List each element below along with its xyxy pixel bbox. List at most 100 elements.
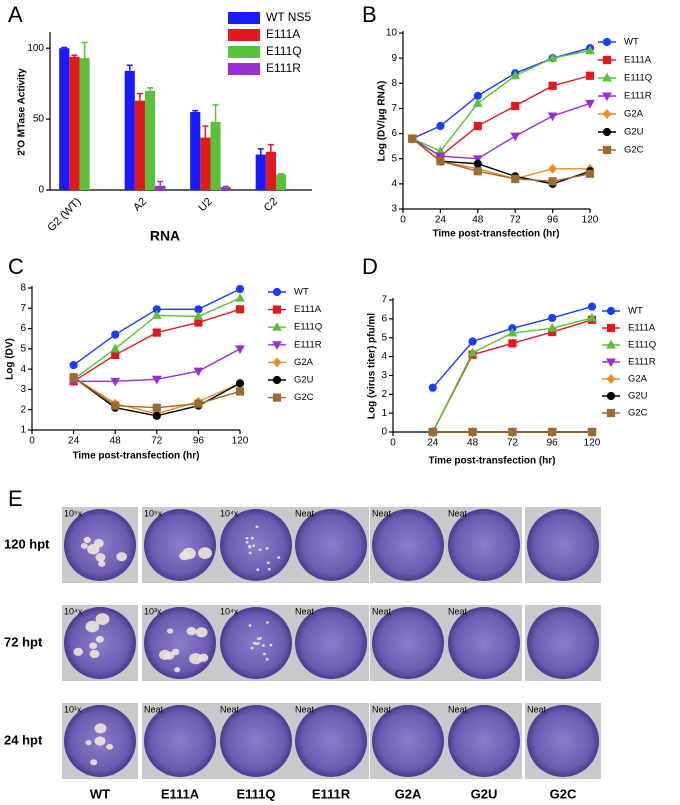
- plaque: [89, 642, 98, 650]
- y-tick-label: 3: [20, 384, 26, 395]
- legend-label: E111A: [294, 304, 322, 315]
- plaque: [256, 568, 260, 571]
- y-tick-label: 6: [381, 313, 387, 324]
- plaque: [95, 635, 104, 643]
- plaque: [262, 652, 266, 656]
- y-axis-title: Log (virus titer) pfu/ml: [367, 313, 378, 419]
- plaque: [164, 651, 175, 660]
- well: [527, 509, 599, 581]
- well: [144, 705, 216, 777]
- x-tick-label: 96: [547, 438, 559, 449]
- dilution-label: Neat: [372, 606, 392, 616]
- marker: [151, 310, 162, 319]
- row-label: 120 hpt: [4, 536, 50, 551]
- marker: [110, 343, 121, 353]
- marker: [152, 411, 161, 420]
- x-axis-title: Time post-transfection (hr): [428, 456, 555, 467]
- marker: [473, 121, 482, 131]
- dilution-label: Neat: [527, 704, 547, 714]
- plaque: [250, 536, 254, 540]
- legend-label: G2U: [624, 127, 644, 138]
- plaque: [255, 525, 259, 529]
- marker: [194, 318, 203, 327]
- marker: [606, 408, 616, 418]
- dilution-label: Neat: [295, 508, 315, 518]
- bar: [220, 187, 231, 190]
- legend-label: G2A: [624, 109, 644, 120]
- bar: [59, 48, 70, 190]
- x-tick-label: 48: [472, 215, 484, 226]
- marker: [235, 284, 245, 294]
- marker: [587, 302, 597, 311]
- well: [220, 705, 292, 777]
- legend-label: G2C: [624, 145, 644, 156]
- panel-label: B: [362, 2, 377, 27]
- error-bar: [147, 87, 154, 91]
- legend-label: E111R: [624, 91, 652, 102]
- y-axis-title: Log (DV/µg RNA): [377, 81, 388, 162]
- marker: [193, 367, 204, 377]
- marker: [606, 374, 616, 384]
- x-tick-label: 0: [29, 436, 35, 447]
- marker: [436, 121, 445, 131]
- plaque: [269, 643, 273, 647]
- error-bar: [126, 64, 133, 71]
- x-tick-label: 72: [151, 436, 163, 447]
- marker: [602, 55, 612, 65]
- well: [527, 607, 599, 679]
- x-tick-label: C2: [262, 196, 280, 214]
- marker: [548, 313, 557, 323]
- error-bar: [278, 172, 285, 175]
- panel-label: E: [8, 486, 23, 511]
- y-tick-label: 6: [391, 128, 397, 139]
- y-tick-label: 0: [381, 427, 387, 438]
- marker: [606, 339, 616, 349]
- legend-label: E111A: [266, 27, 300, 41]
- plaque: [189, 653, 203, 665]
- marker: [585, 45, 595, 55]
- error-bar: [257, 148, 264, 155]
- y-tick-label: 3: [391, 204, 397, 215]
- series-line: [73, 308, 241, 382]
- legend-swatch: [228, 46, 260, 58]
- plaque: [94, 736, 106, 746]
- y-tick-label: 8: [391, 78, 397, 89]
- plaque: [261, 644, 265, 647]
- marker: [585, 71, 595, 80]
- y-axis-title: 2'O MTase Activity: [17, 68, 28, 156]
- marker: [436, 157, 445, 166]
- marker: [606, 323, 616, 333]
- marker: [111, 350, 120, 360]
- plaque: [252, 641, 256, 645]
- legend-label: G2A: [628, 374, 648, 385]
- plaque: [195, 627, 208, 638]
- plaque: [179, 551, 190, 561]
- dilution-label: Neat: [448, 508, 468, 518]
- marker: [587, 312, 597, 322]
- marker: [110, 377, 121, 387]
- marker: [272, 321, 282, 331]
- y-tick-label: 7: [20, 303, 26, 314]
- plaque: [94, 723, 107, 734]
- x-tick-label: 48: [467, 438, 479, 449]
- y-tick-label: 4: [381, 351, 387, 362]
- plaque: [95, 613, 110, 625]
- bar: [124, 70, 135, 190]
- well: [527, 705, 599, 777]
- plaque: [250, 646, 254, 650]
- marker: [548, 81, 557, 90]
- marker: [602, 127, 612, 137]
- marker: [508, 339, 517, 348]
- dilution-label: Neat: [372, 508, 392, 518]
- marker: [152, 328, 161, 337]
- legend-label: WT: [294, 287, 309, 298]
- plaque: [265, 658, 269, 661]
- plaque: [116, 552, 128, 562]
- legend-label: WT: [628, 306, 643, 317]
- x-tick-label: 24: [435, 215, 447, 226]
- marker: [472, 155, 483, 164]
- plaque: [98, 560, 106, 567]
- plaque: [198, 547, 212, 559]
- x-axis-title: Time post-transfection (hr): [72, 451, 199, 462]
